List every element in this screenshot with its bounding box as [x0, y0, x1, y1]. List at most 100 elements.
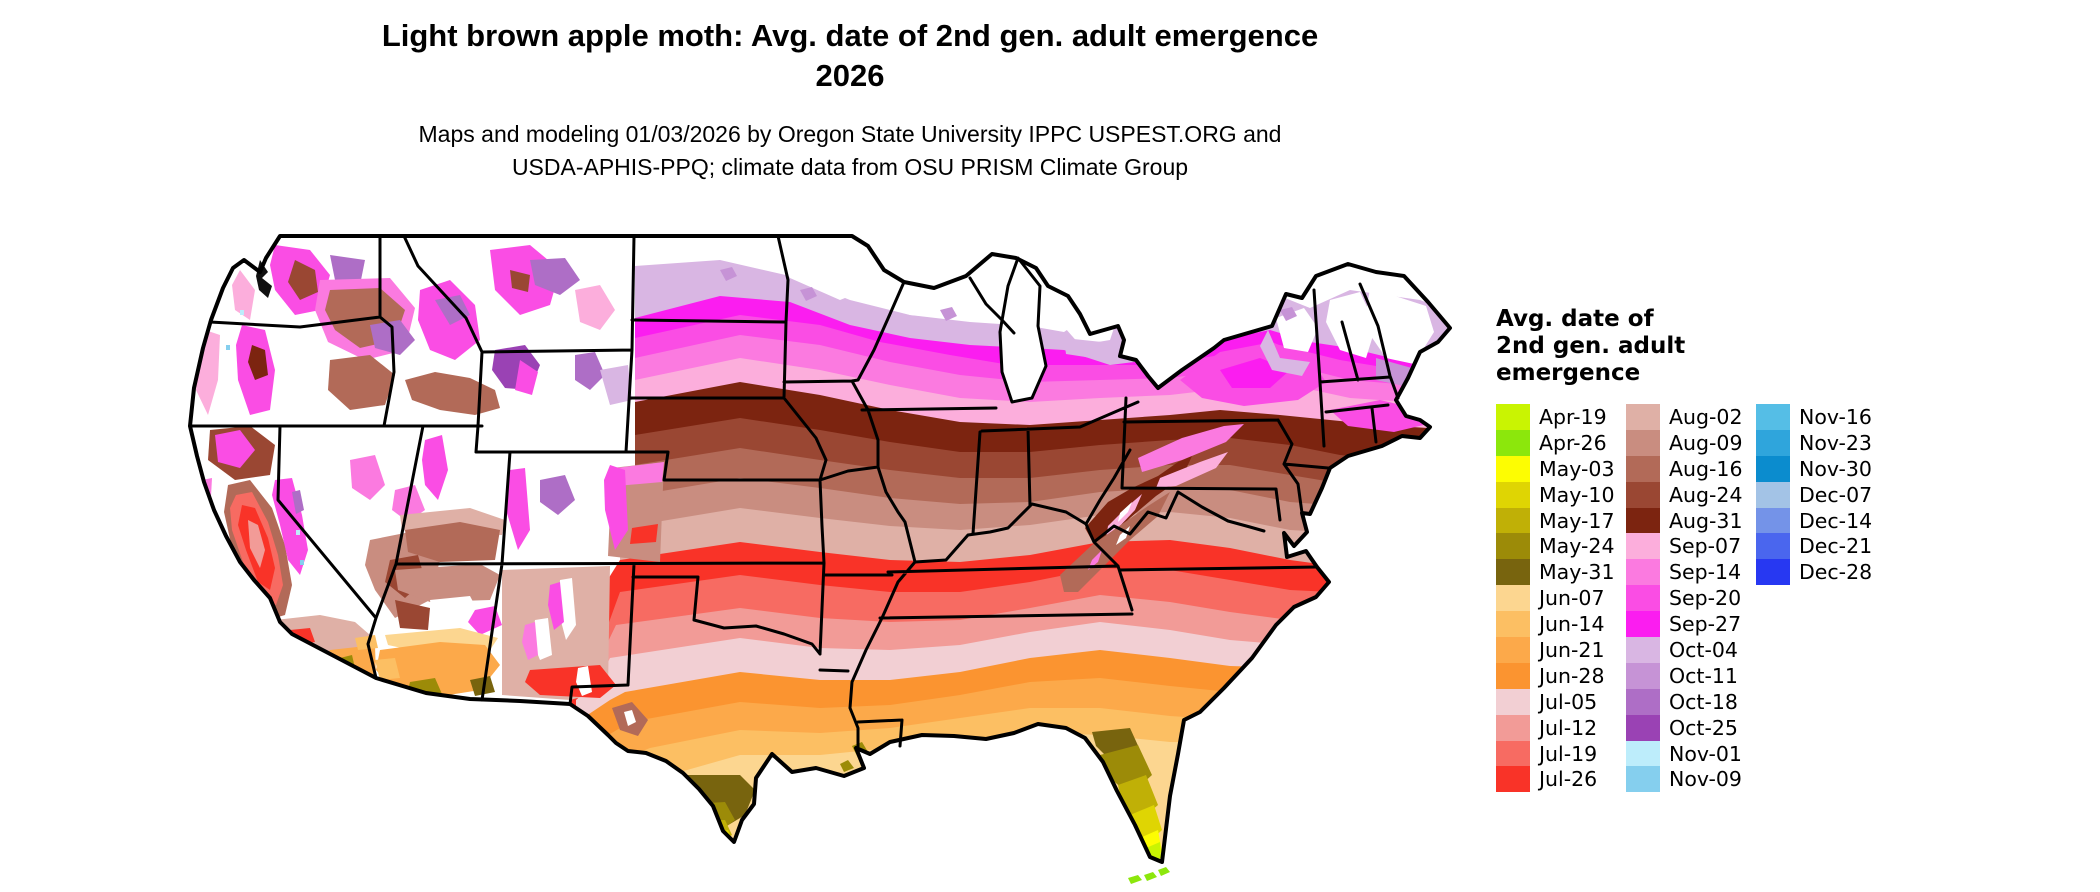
blob-mt-front-pink — [575, 285, 615, 330]
legend-label: Aug-09 — [1669, 430, 1743, 455]
legend-swatch — [1496, 404, 1530, 430]
legend-swatch — [1496, 740, 1530, 767]
legend-swatch — [1756, 481, 1790, 508]
legend-label: Apr-26 — [1539, 430, 1607, 455]
legend-swatch — [1756, 404, 1790, 430]
legend-label: May-10 — [1539, 482, 1615, 507]
legend-swatch — [1626, 507, 1660, 534]
legend-label: Aug-24 — [1669, 482, 1743, 507]
blob-smokies-magenta — [1088, 550, 1102, 570]
blob-nmi-lavender — [1064, 338, 1102, 358]
legend-row: Aug-02 — [1626, 404, 1756, 430]
blob-eor-brown — [328, 355, 395, 410]
legend-label: Jul-05 — [1539, 689, 1598, 714]
blob-neco-pink — [616, 462, 664, 486]
speck-cyan7 — [226, 345, 230, 350]
blob-fl-apr19 — [1146, 842, 1161, 862]
legend-row: Nov-16 — [1756, 404, 1886, 430]
blob-naz-dusty — [395, 564, 500, 602]
legend-swatch — [1496, 585, 1530, 612]
blob-wy-lavender — [600, 365, 632, 405]
legend-row: Aug-16 — [1626, 455, 1756, 482]
blob-adirondack-lavender — [1260, 330, 1310, 376]
legend-row: Jun-14 — [1496, 611, 1626, 638]
legend-row: Dec-28 — [1756, 559, 1886, 586]
legend-row: Sep-27 — [1626, 611, 1756, 638]
blob-bighorn-purple — [575, 352, 605, 390]
legend-label: Nov-09 — [1669, 767, 1742, 792]
legend-swatch — [1496, 429, 1530, 456]
speck-cyan3 — [220, 578, 224, 583]
blob-ewa-purple — [330, 255, 365, 285]
map-header: Light brown apple moth: Avg. date of 2nd… — [0, 16, 1700, 184]
blob-wmt-brown — [510, 270, 530, 292]
blob-wasatch-magenta — [422, 435, 448, 500]
blob-caz-brown — [395, 600, 430, 630]
conus-outline — [188, 234, 1452, 864]
legend-swatch — [1626, 429, 1660, 456]
legend-row: Apr-19 — [1496, 404, 1626, 430]
legend-row: Oct-25 — [1626, 714, 1756, 741]
legend-label: Jul-26 — [1539, 767, 1598, 792]
legend-label: Jul-12 — [1539, 715, 1598, 740]
speck-cyan5 — [300, 560, 304, 565]
speck-cyan6 — [240, 310, 244, 315]
legend-label: Dec-07 — [1799, 482, 1873, 507]
title-line1: Light brown apple moth: Avg. date of 2nd… — [381, 18, 1319, 53]
legend-label: Apr-19 — [1539, 404, 1607, 429]
legend-label: Oct-18 — [1669, 689, 1738, 714]
legend-label: Sep-14 — [1669, 560, 1742, 585]
legend-title: Avg. date of 2nd gen. adult emergence — [1496, 306, 2086, 387]
page-title: Light brown apple moth: Avg. date of 2nd… — [0, 16, 1700, 96]
legend-swatch — [1626, 662, 1660, 689]
legend-row: Sep-20 — [1626, 585, 1756, 612]
legend-row: May-24 — [1496, 533, 1626, 560]
legend-swatch — [1496, 533, 1530, 560]
blob-ca-coast-pink2 — [206, 528, 220, 560]
legend-label: Nov-30 — [1799, 456, 1872, 481]
legend-row: Nov-01 — [1626, 740, 1756, 767]
legend-swatch — [1626, 455, 1660, 482]
legend-label: Aug-02 — [1669, 404, 1743, 429]
blob-se-desert-tan — [355, 635, 378, 650]
legend-row: Jun-28 — [1496, 662, 1626, 689]
legend-swatch — [1496, 559, 1530, 586]
legend-swatch — [1626, 766, 1660, 793]
blob-snake-brown — [405, 372, 500, 415]
legend-swatch — [1496, 455, 1530, 482]
us-map — [180, 230, 1460, 890]
legend-swatch — [1626, 559, 1660, 586]
legend-row: Oct-11 — [1626, 662, 1756, 689]
legend-row: Jul-19 — [1496, 740, 1626, 767]
legend-row: Aug-09 — [1626, 429, 1756, 456]
legend-column: Nov-16 Nov-23 Nov-30 Dec-07 Dec-14 Dec-21 Dec-… — [1756, 404, 1886, 792]
blob-saz-olive2 — [470, 676, 495, 696]
legend-label: Jun-07 — [1539, 586, 1605, 611]
blob-seco-red — [630, 524, 658, 544]
speck-lav5 — [1280, 307, 1297, 321]
legend-label: Nov-01 — [1669, 741, 1742, 766]
blob-windriver-magenta — [515, 360, 538, 395]
legend-label: May-17 — [1539, 508, 1615, 533]
legend-columns: Apr-19 Apr-26 May-03 May-10 May-17 May-24 May-… — [1496, 404, 1886, 793]
legend-row: Apr-26 — [1496, 429, 1626, 456]
legend-row: Nov-23 — [1756, 429, 1886, 456]
legend-swatch — [1756, 507, 1790, 534]
legend-swatch — [1626, 533, 1660, 560]
legend-row: Oct-04 — [1626, 637, 1756, 663]
blob-nm-magenta1 — [548, 582, 564, 630]
legend-label: May-03 — [1539, 456, 1615, 481]
legend-row: Dec-21 — [1756, 533, 1886, 560]
legend-row: Oct-18 — [1626, 688, 1756, 715]
blob-co-west-magenta — [506, 468, 530, 550]
legend-swatch — [1496, 688, 1530, 715]
legend-swatch — [1496, 637, 1530, 663]
legend-swatch — [1756, 533, 1790, 560]
speck-lav3 — [940, 307, 957, 321]
legend-swatch — [1626, 611, 1660, 638]
blob-wmt-purple — [530, 258, 580, 295]
legend-label: May-24 — [1539, 534, 1615, 559]
legend-row: Jun-07 — [1496, 585, 1626, 612]
legend-swatch — [1496, 481, 1530, 508]
